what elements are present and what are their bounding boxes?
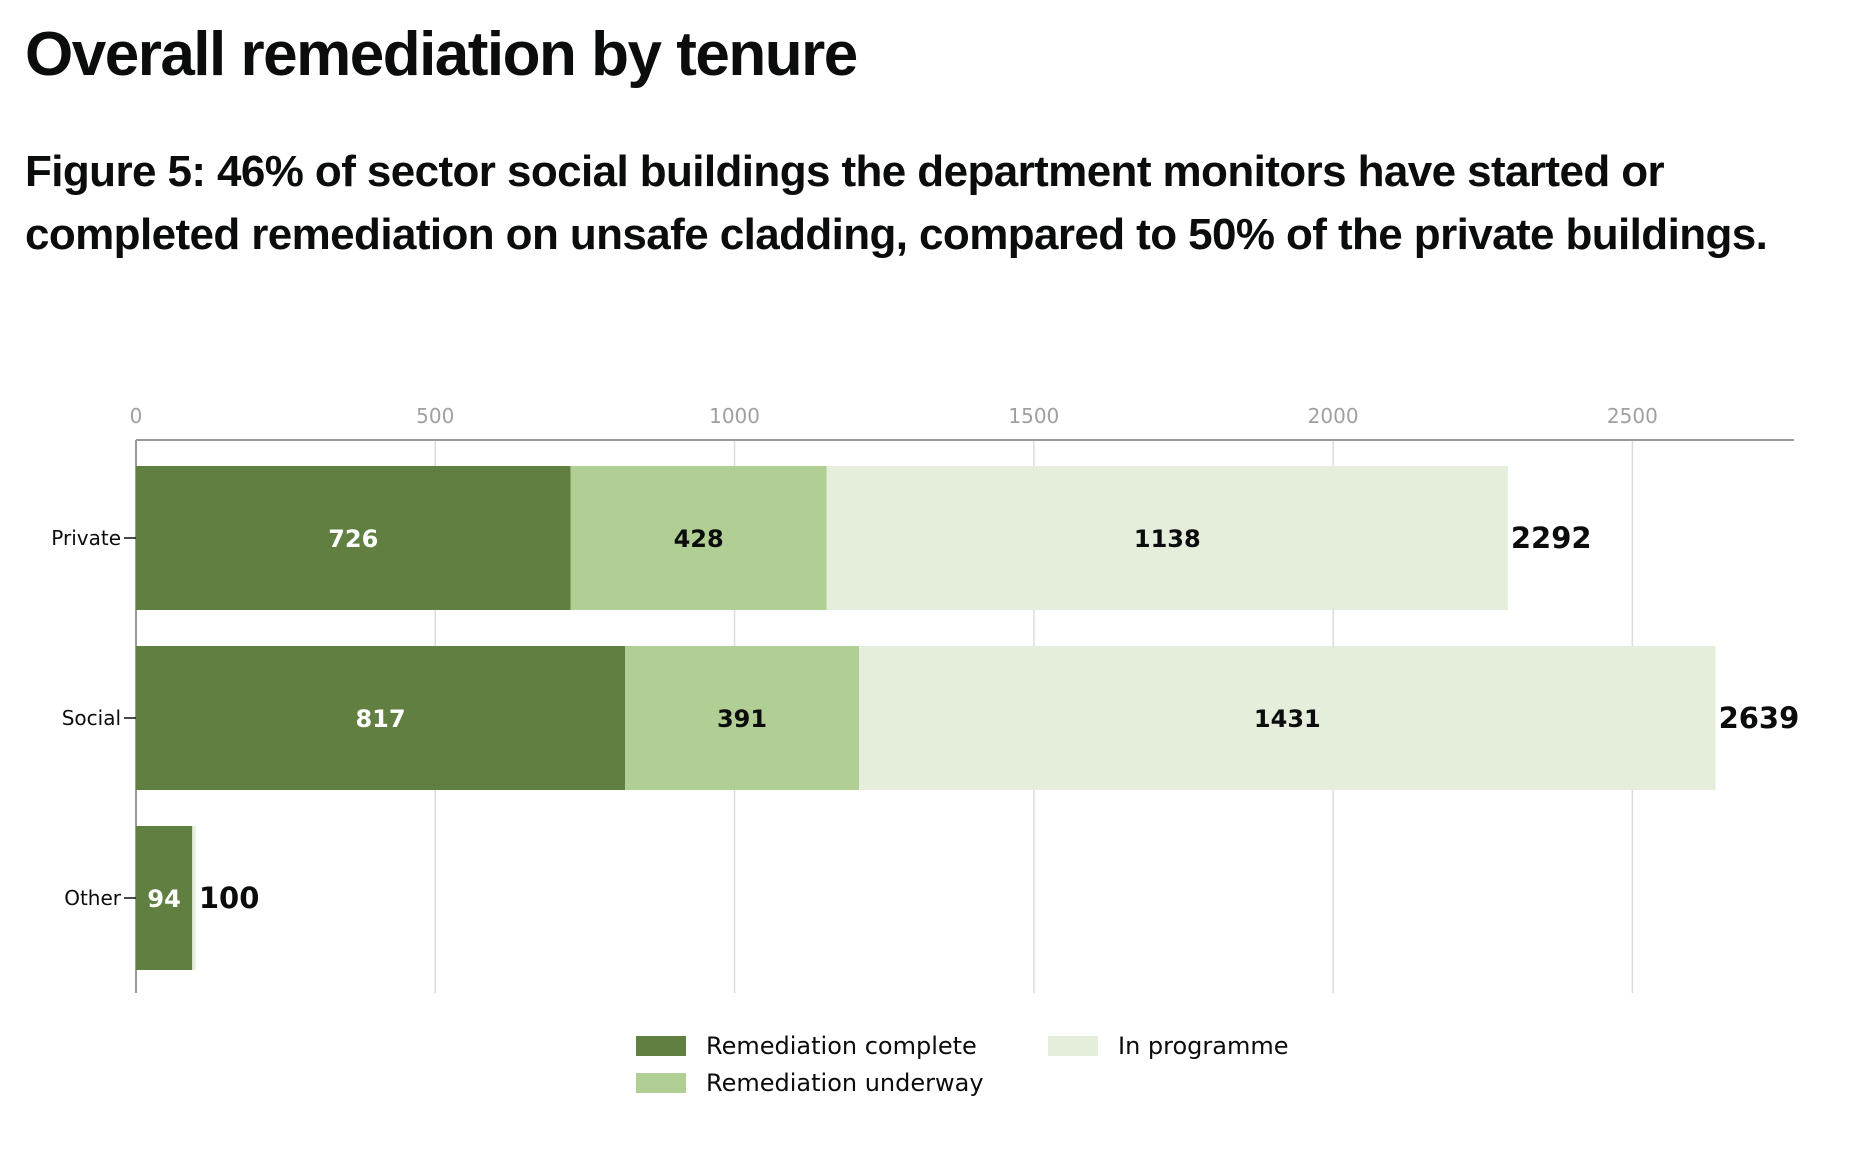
- bar-segment: [192, 826, 196, 970]
- bar-segment: [136, 466, 571, 610]
- bar-segment: [625, 646, 860, 790]
- bar-total-label: 2639: [1719, 701, 1800, 735]
- bar-segment: [136, 826, 193, 970]
- bar-value-label: 726: [328, 525, 378, 553]
- bar-value-label: 428: [674, 525, 724, 553]
- figure-caption: Figure 5: 46% of sector social buildings…: [25, 147, 1768, 259]
- y-tick-label: Social: [62, 706, 121, 730]
- bar-segment: [859, 646, 1716, 790]
- legend: Remediation complete Remediation underway…: [636, 1032, 1289, 1097]
- x-tick-label: 0: [130, 404, 143, 428]
- bar-total-label: 2292: [1511, 521, 1592, 555]
- bar-segment: [570, 466, 827, 610]
- legend-swatch: [1048, 1036, 1098, 1056]
- legend-label: In programme: [1118, 1032, 1289, 1060]
- x-tick-label: 2500: [1607, 404, 1658, 428]
- x-axis: 0 500 1000 1500 2000 2500 Private Social Other: [51, 404, 1794, 993]
- bar-value-label: 817: [355, 705, 405, 733]
- y-tick-label: Private: [51, 526, 121, 550]
- bar-value-label: 391: [717, 705, 767, 733]
- legend-swatch: [636, 1073, 686, 1093]
- y-tick-label: Other: [64, 886, 122, 910]
- bar-segment: [136, 646, 626, 790]
- x-tick-label: 1000: [709, 404, 760, 428]
- legend-label: Remediation underway: [706, 1069, 984, 1097]
- x-tick-label: 500: [416, 404, 454, 428]
- bar-segment: [826, 466, 1508, 610]
- bar-value-label: 94: [147, 885, 180, 913]
- bar-value-label: 1431: [1254, 705, 1321, 733]
- bar-value-label: 1138: [1134, 525, 1201, 553]
- bars: 726 428 1138 2292 817 391 1431 2639 94 100: [136, 466, 1799, 970]
- legend-swatch: [636, 1036, 686, 1056]
- bar-total-label: 100: [199, 881, 260, 915]
- x-tick-label: 1500: [1008, 404, 1059, 428]
- x-tick-label: 2000: [1308, 404, 1359, 428]
- page-title: Overall remediation by tenure: [25, 20, 858, 89]
- legend-label: Remediation complete: [706, 1032, 977, 1060]
